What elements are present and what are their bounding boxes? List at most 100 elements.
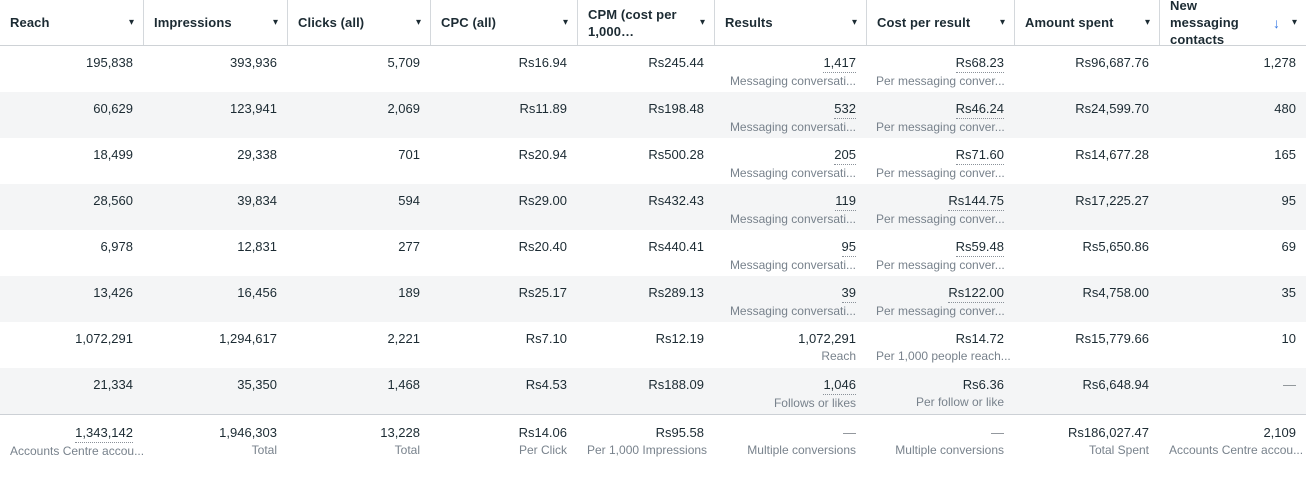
cell-sublabel: Per messaging conver... [876,74,1005,88]
cell-value: 2,221 [387,331,420,346]
column-header-reach[interactable]: Reach ▾ [0,0,143,45]
cell-amount-spent: Rs4,758.00 [1014,276,1159,322]
cell-value: Rs7.10 [525,331,567,346]
table-row: 195,838 393,936 5,709 Rs16.94 Rs245.44 1,417 M… [0,46,1306,92]
cell-cost-per-result: Rs71.60 Per messaging conver... [866,138,1014,184]
table-header-row: Reach ▾ Impressions ▾ Clicks (all) ▾ CPC (all)… [0,0,1306,47]
cell-cpm: Rs198.48 [577,92,714,138]
cell-value: 701 [398,147,420,162]
cell-value: 1,072,291 [75,331,133,346]
column-header-impressions[interactable]: Impressions ▾ [143,0,287,45]
cell-cost-per-result: Rs6.36 Per follow or like [866,368,1014,414]
cell-cpm: Rs440.41 [577,230,714,276]
cell-value: 35 [1281,285,1296,300]
column-menu-caret-icon[interactable]: ▾ [699,16,705,28]
summary-cell-cost-per-result: — Multiple conversions [866,415,1014,487]
cell-cpm: Rs432.43 [577,184,714,230]
column-menu-caret-icon[interactable]: ▾ [999,16,1005,28]
column-header-cpc-all[interactable]: CPC (all) ▾ [430,0,577,45]
column-menu-caret-icon[interactable]: ▾ [415,16,421,28]
cell-reach: 21,334 [0,368,143,414]
cell-reach: 1,072,291 [0,322,143,368]
cell-sublabel: Per 1,000 Impressions [587,443,708,457]
cell-value[interactable]: Rs46.24 [955,100,1004,119]
cell-cost-per-result: Rs46.24 Per messaging conver... [866,92,1014,138]
cell-value: 10 [1281,331,1296,346]
summary-cell-new-messaging-contacts: 2,109 Accounts Centre accou... [1159,415,1306,487]
column-menu-caret-icon[interactable]: ▾ [1144,16,1150,28]
cell-value[interactable]: 39 [841,284,856,303]
cell-sublabel: Accounts Centre accou... [10,444,143,458]
cell-value: Rs20.40 [518,239,567,254]
cell-results: 119 Messaging conversati... [714,184,866,230]
cell-sublabel: Total [394,443,420,457]
cell-value: 1,946,303 [219,425,277,440]
cell-cpc-all: Rs16.94 [430,46,577,92]
cell-value: Rs24,599.70 [1075,101,1149,116]
cell-value[interactable]: 532 [834,100,856,119]
column-header-label: Amount spent [1025,15,1114,30]
table-row: 21,334 35,350 1,468 Rs4.53 Rs188.09 1,046 Foll… [0,368,1306,414]
cell-value: Rs6,648.94 [1082,377,1150,392]
column-header-amount-spent[interactable]: Amount spent ▾ [1014,0,1159,45]
table-body: 195,838 393,936 5,709 Rs16.94 Rs245.44 1,417 M… [0,46,1306,414]
cell-value[interactable]: 205 [834,146,856,165]
column-header-cost-per-result[interactable]: Cost per result ▾ [866,0,1014,45]
cell-value: Rs14.06 [518,425,567,440]
cell-value: Rs95.58 [655,425,704,440]
column-menu-caret-icon[interactable]: ▾ [272,16,278,28]
cell-value[interactable]: 1,343,142 [75,424,133,443]
cell-new-messaging-contacts: 35 [1159,276,1306,322]
cell-results: 95 Messaging conversati... [714,230,866,276]
cell-cost-per-result: Rs14.72 Per 1,000 people reach... [866,322,1014,368]
column-header-cpm[interactable]: CPM (cost per 1,000… ▾ [577,0,714,45]
cell-value[interactable]: 1,417 [823,54,856,73]
cell-value[interactable]: 1,046 [823,376,856,395]
cell-value[interactable]: 119 [835,192,856,211]
column-menu-caret-icon[interactable]: ▾ [562,16,568,28]
cell-value: Rs245.44 [648,55,704,70]
summary-cell-impressions: 1,946,303 Total [143,415,287,487]
cell-value[interactable]: Rs144.75 [948,192,1004,211]
cell-new-messaging-contacts: 95 [1159,184,1306,230]
cell-value: Rs17,225.27 [1075,193,1149,208]
column-menu-caret-icon[interactable]: ▾ [851,16,857,28]
cell-amount-spent: Rs24,599.70 [1014,92,1159,138]
cell-impressions: 1,294,617 [143,322,287,368]
cell-clicks-all: 277 [287,230,430,276]
cell-value[interactable]: Rs59.48 [955,238,1004,257]
cell-sublabel: Messaging conversati... [729,120,856,134]
cell-sublabel: Messaging conversati... [729,74,856,88]
column-header-clicks-all[interactable]: Clicks (all) ▾ [287,0,430,45]
cell-value[interactable]: 95 [841,238,856,257]
cell-reach: 18,499 [0,138,143,184]
cell-cpc-all: Rs29.00 [430,184,577,230]
column-header-label: CPM (cost per 1,000… [588,6,677,39]
column-menu-caret-icon[interactable]: ▾ [128,16,134,28]
cell-value[interactable]: Rs71.60 [955,146,1004,165]
cell-value: Rs25.17 [518,285,567,300]
cell-new-messaging-contacts: 480 [1159,92,1306,138]
cell-sublabel: Multiple conversions [895,443,1004,457]
table-row: 28,560 39,834 594 Rs29.00 Rs432.43 119 Messagi… [0,184,1306,230]
cell-value: 69 [1281,239,1296,254]
cell-new-messaging-contacts: 165 [1159,138,1306,184]
cell-cpc-all: Rs4.53 [430,368,577,414]
column-header-results[interactable]: Results ▾ [714,0,866,45]
cell-value[interactable]: Rs122.00 [948,284,1004,303]
summary-cell-cpm: Rs95.58 Per 1,000 Impressions [577,415,714,487]
cell-sublabel: Multiple conversions [747,443,856,457]
cell-value: Rs4,758.00 [1082,285,1150,300]
cell-value: Rs12.19 [655,331,704,346]
column-menu-caret-icon[interactable]: ▾ [1291,16,1297,28]
cell-value: — [991,425,1004,440]
cell-value: Rs500.28 [648,147,704,162]
cell-sublabel: Per messaging conver... [876,212,1005,226]
cell-sublabel: Per Click [518,443,567,457]
cell-value: Rs432.43 [648,193,704,208]
cell-impressions: 16,456 [143,276,287,322]
cell-amount-spent: Rs5,650.86 [1014,230,1159,276]
cell-value[interactable]: Rs68.23 [955,54,1004,73]
cell-reach: 13,426 [0,276,143,322]
column-header-new-messaging-contacts[interactable]: New messaging contacts ↓ ▾ [1159,0,1306,47]
